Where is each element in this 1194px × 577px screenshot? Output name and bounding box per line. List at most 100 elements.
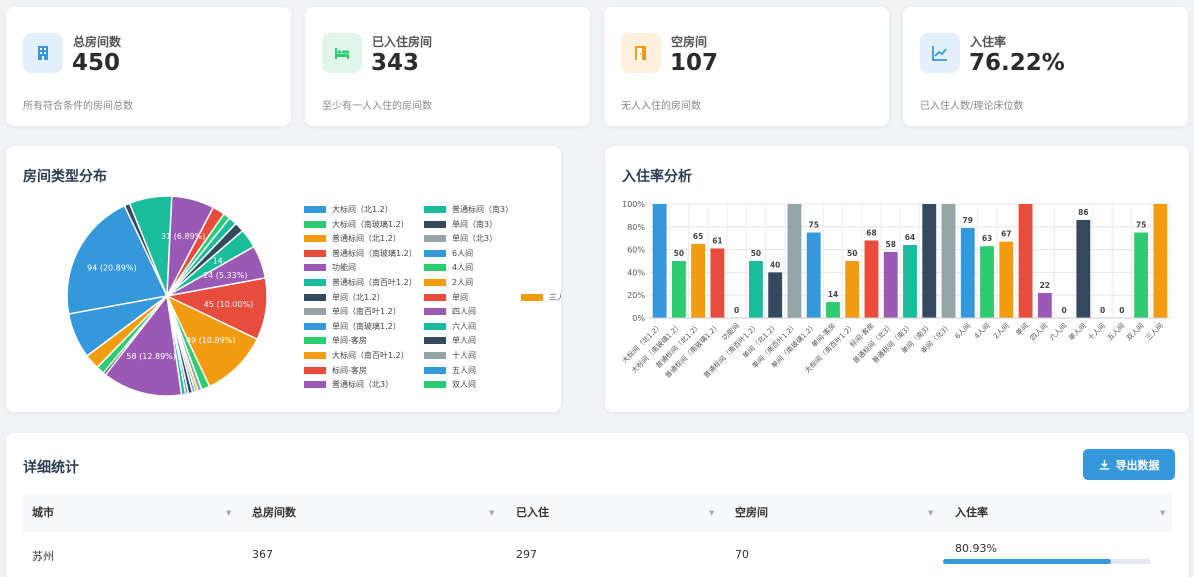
bar: [748, 261, 763, 318]
legend-item[interactable]: 普通标间（北1.2）: [304, 233, 401, 244]
y-tick-label: 80%: [627, 223, 645, 232]
legend-label: 单间（南3）: [452, 219, 498, 229]
bar: [691, 243, 706, 318]
bar-value-label: 0: [1119, 306, 1124, 315]
x-tick-label: 2人间: [992, 322, 1011, 341]
sort-icon[interactable]: ▼: [489, 509, 495, 517]
column-header-occupied[interactable]: 已入住: [516, 506, 549, 519]
legend-item[interactable]: 功能间: [304, 262, 356, 273]
export-data-button[interactable]: 导出数据: [1083, 449, 1175, 480]
legend-swatch: [424, 322, 446, 330]
legend-swatch: [424, 220, 446, 228]
legend-label: 大标间（南玻璃1.2）: [332, 219, 409, 229]
bar: [671, 261, 686, 318]
column-header-occupancy-rate[interactable]: 入住率: [955, 506, 988, 519]
legend-item[interactable]: 五人间: [424, 365, 476, 376]
bar-value-label: 75: [1136, 221, 1146, 230]
legend-item[interactable]: 标间-客房: [304, 365, 367, 376]
stat-icon-box: [920, 33, 960, 73]
legend-label: 单间-客房: [332, 336, 367, 346]
legend-label: 三人间: [549, 293, 561, 302]
legend-item[interactable]: 普通标间（南玻璃1.2）: [304, 248, 417, 259]
bar: [1018, 204, 1033, 318]
sort-icon[interactable]: ▼: [928, 509, 934, 517]
bar-chart: 0%20%40%60%80%100%大标间（北1.2）50大标间（南玻璃1.2）…: [620, 200, 1171, 380]
legend-label: 普通标间（南百叶1.2）: [332, 278, 417, 287]
stat-desc: 所有符合条件的房间总数: [23, 101, 133, 112]
bar-value-label: 61: [712, 236, 722, 245]
column-header-city[interactable]: 城市: [32, 506, 54, 519]
legend-swatch: [304, 337, 326, 345]
pie-chart: 94 (20.89%) 31 (6.89%) 14 24 (5.33%) 45 (10.…: [66, 195, 268, 397]
cell-occupied: 297: [516, 548, 537, 561]
legend-swatch: [424, 337, 446, 345]
legend-swatch: [424, 235, 446, 243]
bar: [768, 272, 783, 318]
legend-label: 功能间: [332, 263, 356, 273]
column-header-empty[interactable]: 空房间: [735, 506, 768, 519]
detail-stats-panel: 详细统计 导出数据 城市 ▼ 总房间数 ▼ 已入住 ▼ 空房间 ▼ 入住率 ▼ …: [6, 433, 1189, 577]
x-tick-label: 五人间: [1106, 322, 1127, 343]
legend-item[interactable]: 十人间: [424, 350, 476, 361]
bar-value-label: 67: [1001, 230, 1011, 239]
bar-value-label: 65: [693, 232, 703, 241]
x-tick-label: 单人间: [1067, 321, 1088, 342]
column-header-total-rooms[interactable]: 总房间数: [252, 506, 296, 519]
panel-title: 入住率分析: [622, 169, 692, 185]
occupancy-progress-fill: [943, 559, 1112, 564]
legend-swatch: [304, 366, 326, 374]
legend-item[interactable]: 单人间: [424, 335, 476, 346]
stat-card-total-rooms: 总房间数 450 所有符合条件的房间总数: [6, 7, 291, 126]
legend-swatch: [304, 352, 326, 359]
bar-value-label: 50: [751, 249, 761, 258]
legend-swatch: [424, 366, 446, 374]
legend-item[interactable]: 大标间（南百叶1.2）: [304, 350, 409, 361]
stat-label: 已入住房间: [372, 35, 433, 49]
legend-item[interactable]: 6人间: [424, 248, 473, 259]
stat-card-occupancy-rate: 入住率 76.22% 已入住人数/理论床位数: [903, 7, 1188, 126]
legend-item[interactable]: 六人间: [424, 321, 476, 332]
legend-item[interactable]: 单间-客房: [304, 335, 367, 346]
legend-item[interactable]: 单间: [424, 292, 468, 303]
legend-item[interactable]: 大标间（北1.2）: [304, 204, 393, 215]
legend-item[interactable]: 三人间: [521, 292, 561, 303]
sort-icon[interactable]: ▼: [709, 509, 715, 517]
download-icon: [1099, 459, 1109, 470]
cell-total-rooms: 367: [252, 548, 273, 561]
legend-label: 单间（北1.2）: [332, 292, 385, 302]
x-tick-label: 四人间: [1029, 322, 1050, 343]
legend-item[interactable]: 普通标间（北3）: [304, 379, 393, 390]
legend-item[interactable]: 普通标间（南3）: [424, 204, 513, 215]
panel-title: 房间类型分布: [23, 169, 107, 185]
x-tick-label: 4人间: [973, 322, 992, 341]
stat-label: 空房间: [671, 35, 708, 49]
legend-item[interactable]: 2人间: [424, 277, 473, 288]
legend-label: 普通标间（南3）: [452, 205, 514, 214]
legend-item[interactable]: 大标间（南玻璃1.2）: [304, 219, 409, 230]
legend-label: 单间（北3）: [452, 234, 498, 244]
sort-icon[interactable]: ▼: [226, 509, 232, 517]
legend-item[interactable]: 普通标间（南百叶1.2）: [304, 277, 417, 288]
cell-empty: 70: [735, 548, 749, 561]
bar-value-label: 58: [886, 240, 896, 249]
legend-item[interactable]: 单间（北1.2）: [304, 292, 385, 303]
legend-item[interactable]: 4人间: [424, 262, 473, 273]
legend-item[interactable]: 四人间: [424, 306, 476, 317]
sort-icon[interactable]: ▼: [1160, 509, 1166, 517]
building-icon: [38, 46, 48, 60]
legend-label: 普通标间（北1.2）: [332, 234, 401, 244]
legend-swatch: [424, 308, 446, 316]
legend-label: 六人间: [452, 321, 476, 331]
legend-item[interactable]: 单间（南百叶1.2）: [304, 306, 401, 317]
bar: [1037, 292, 1052, 318]
legend-item[interactable]: 单间（北3）: [424, 233, 497, 244]
legend-item[interactable]: 单间（南3）: [424, 219, 497, 230]
bar-value-label: 50: [847, 249, 857, 258]
legend-swatch: [304, 308, 326, 316]
bar-value-label: 22: [1040, 281, 1050, 290]
legend-label: 标间-客房: [332, 365, 367, 375]
bar-value-label: 86: [1078, 208, 1088, 217]
bar: [652, 204, 667, 318]
legend-item[interactable]: 双人间: [424, 379, 476, 390]
legend-item[interactable]: 单间（南玻璃1.2）: [304, 321, 401, 332]
